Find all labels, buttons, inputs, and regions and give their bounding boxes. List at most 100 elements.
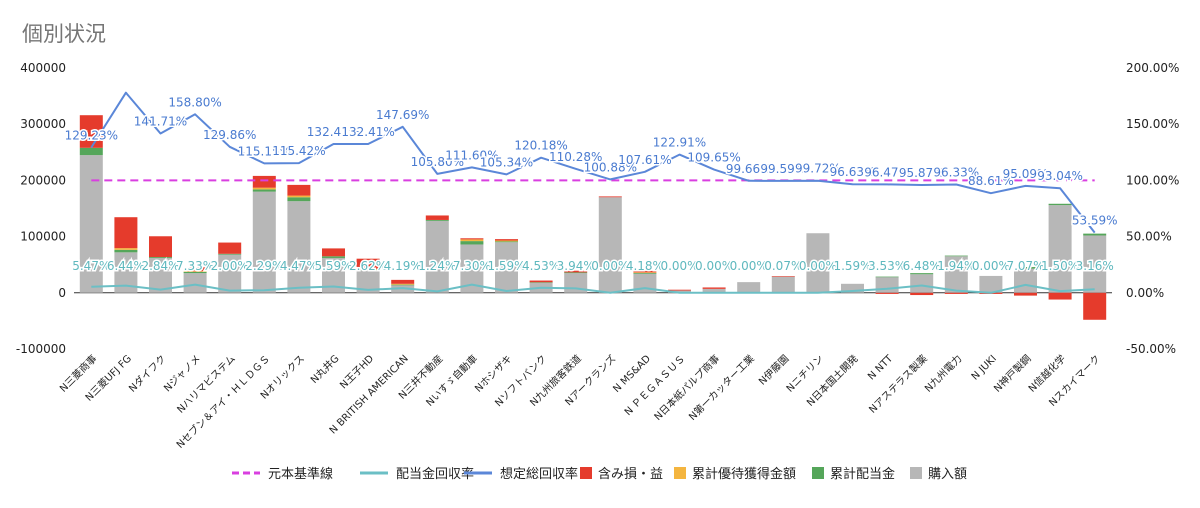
total-rate-label: 122.91% (653, 136, 706, 150)
dividend-rate-label: 0.00% (730, 259, 768, 273)
bar-segment-2 (252, 187, 276, 190)
bar-segment-3 (149, 236, 172, 258)
bar-segment-1 (79, 147, 103, 156)
bar-segment-0 (841, 283, 864, 293)
bar-segment-0 (149, 257, 172, 293)
total-rate-label: 129.86% (203, 128, 256, 142)
axes: 400000 300000 200000 100000 0 -100000 200.00% 1… (16, 61, 1180, 356)
dividend-rate-label: 3.16% (1076, 259, 1114, 273)
bar-segment-1 (391, 284, 415, 286)
total-rate-label: 96.33% (933, 166, 979, 180)
bar-segment-0 (79, 155, 103, 293)
dividend-rate-label: 1.50% (1041, 259, 1079, 273)
bar-segment-3 (218, 242, 242, 254)
dividend-rate-label: 0.00% (695, 259, 733, 273)
bar-segment-1 (564, 272, 588, 274)
bar-segment-0 (702, 288, 726, 293)
total-rate-label: 115.15% (238, 144, 291, 158)
bar-segment-3 (1083, 292, 1107, 320)
bar-segment-0 (979, 275, 1003, 293)
bar-segment-1 (218, 253, 242, 255)
total-rate-label: 109.65% (687, 151, 740, 165)
dividend-rate-label: 6.48% (903, 259, 941, 273)
bar-segment-1 (114, 249, 138, 253)
total-rate-label: 132.41% (307, 125, 360, 139)
bar-segment-1 (183, 271, 207, 274)
legend-item: 累計配当金 (812, 466, 895, 482)
bar-segment-0 (287, 201, 311, 293)
right-tick-label: -50.00% (1126, 342, 1176, 356)
bar-segment-3 (356, 258, 380, 269)
dividend-rate-label: 2.62% (349, 259, 387, 273)
right-tick-label: 100.00% (1126, 173, 1179, 187)
bar-segment-0 (183, 273, 207, 293)
bar-segment-0 (598, 197, 622, 293)
bar-segment-0 (910, 274, 934, 293)
total-rate-label: 147.69% (376, 108, 429, 122)
dividend-rate-label: 2.84% (141, 259, 179, 273)
bar-segment-1 (495, 241, 518, 243)
bar-segment-0 (356, 270, 380, 293)
bar-segment-1 (252, 189, 276, 192)
legend-item: 累計優待獲得金額 (674, 466, 796, 482)
legend-label: 元本基準線 (268, 466, 333, 482)
bar-segment-0 (425, 220, 449, 293)
x-tick-label: N日本紙パルプ商事 (651, 352, 722, 423)
dividend-rate-label: 0.07% (764, 259, 802, 273)
total-rate-label: 99.66% (726, 162, 772, 176)
bar-segment-0 (944, 256, 968, 293)
total-rate-label: 158.80% (168, 95, 221, 109)
legend-item: 購入額 (910, 467, 967, 482)
x-tick-label: N ＰＥＧＡＳＵＳ (623, 353, 688, 418)
x-tick-label: N JUKI (970, 353, 999, 382)
bar-segment-1 (1048, 203, 1072, 206)
bar-segment-2 (114, 248, 138, 250)
bar-segment-3 (633, 270, 657, 273)
dividend-rate-label: 0.00% (660, 259, 698, 273)
bar-segment-0 (252, 191, 276, 293)
x-tick-label: N伊藤園 (756, 353, 791, 388)
bar-segment-3 (114, 217, 138, 249)
x-tick-label: N NTT (866, 353, 896, 383)
bar-segment-1 (287, 197, 311, 202)
legend-label: 配当金回収率 (396, 466, 474, 482)
bar-segment-3 (322, 248, 345, 257)
bar-segment-0 (668, 290, 691, 293)
bar-segment-3 (495, 239, 518, 241)
bar-segment-3 (460, 238, 484, 240)
dividend-rate-label: 3.94% (557, 259, 595, 273)
legend-swatch (910, 467, 922, 479)
dividend-rate-label: 0.00% (591, 259, 629, 273)
bar-segment-1 (1083, 233, 1107, 236)
bar-segment-3 (771, 276, 795, 277)
total-rate-label: 100.88% (584, 160, 637, 174)
bar-segment-3 (944, 292, 968, 294)
dividend-rate-label: 4.47% (280, 259, 318, 273)
bar-segment-3 (529, 280, 553, 283)
bar-segment-1 (875, 276, 899, 278)
dividend-rate-label: 2.29% (245, 259, 283, 273)
dividend-rate-label: 4.53% (522, 259, 560, 273)
bar-segment-1 (529, 282, 553, 283)
bar-segment-3 (598, 196, 622, 198)
bar-segment-1 (149, 257, 172, 258)
total-rate-label: 132.41% (341, 125, 394, 139)
bar-segment-2 (460, 239, 484, 242)
bar-segment-3 (1014, 292, 1037, 296)
legend-label: 累計優待獲得金額 (692, 466, 796, 482)
right-tick-label: 0.00% (1126, 286, 1164, 300)
bar-segment-0 (771, 276, 795, 293)
left-tick-label: 300000 (20, 117, 66, 131)
legend-swatch (812, 467, 824, 479)
legend-item: 含み損・益 (580, 466, 663, 482)
dividend-rate-label: 5.59% (314, 259, 352, 273)
bar-segment-3 (702, 287, 726, 289)
bar-segment-3 (875, 292, 899, 294)
dividend-rate-label: 4.19% (384, 259, 422, 273)
total-rate-label: 88.61% (968, 174, 1014, 188)
dividend-rate-label: 0.00% (972, 259, 1010, 273)
dividend-rate-label: 1.94% (937, 259, 975, 273)
total-rate-label: 99.72% (795, 162, 841, 176)
total-rate-label: 110.28% (549, 150, 602, 164)
